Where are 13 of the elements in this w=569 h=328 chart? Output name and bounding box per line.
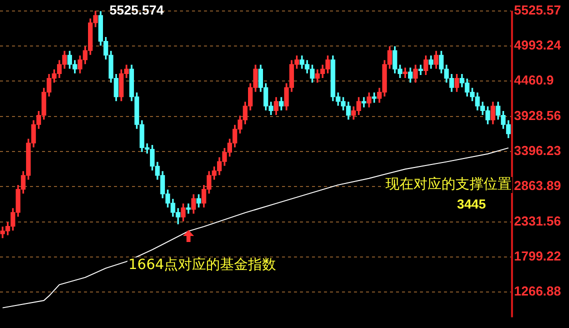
y-tick-label: 3396.23 — [514, 143, 561, 158]
annotation: 1664点对应的基金指数 — [128, 256, 276, 273]
y-tick-label: 2863.89 — [514, 178, 561, 194]
y-tick-label: 4993.24 — [514, 38, 562, 53]
y-tick-label: 5525.57 — [514, 2, 561, 18]
y-tick-label: 4460.9 — [514, 72, 554, 88]
y-tick-label: 3928.56 — [514, 108, 561, 123]
annotation: 5525.574 — [109, 2, 164, 18]
annotation: 3445 — [456, 196, 486, 212]
y-tick-label: 2331.56 — [514, 213, 561, 228]
annotation: 现在对应的支撑位置 — [385, 176, 512, 193]
y-tick-label: 1266.88 — [514, 284, 561, 299]
y-tick-label: 1799.22 — [514, 248, 561, 264]
